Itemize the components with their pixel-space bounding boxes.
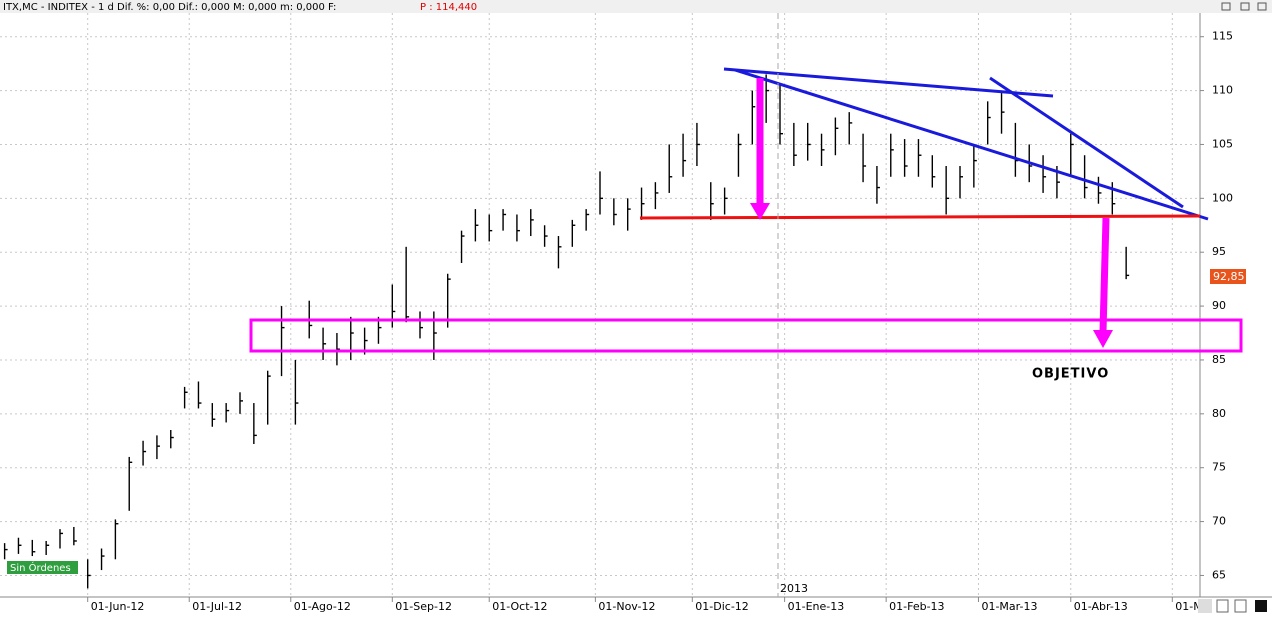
- trend-line: [723, 67, 1054, 98]
- x-tick-label: 01-Feb-13: [889, 600, 944, 613]
- target-zone: [249, 318, 1243, 353]
- annotations: OBJETIVO: [249, 67, 1243, 382]
- status-badge: [7, 561, 78, 574]
- y-tick-label: 85: [1212, 353, 1226, 366]
- x-tick-label: 01-Sep-12: [395, 600, 452, 613]
- save-button[interactable]: [1216, 599, 1229, 613]
- header-price: P : 114,440: [420, 2, 477, 13]
- x-tick-label: 01-Oct-12: [492, 600, 547, 613]
- trend-line: [734, 68, 1209, 221]
- y-tick-label: 75: [1212, 461, 1226, 474]
- x-tick-label: 01-Ene-13: [788, 600, 845, 613]
- x-tick-label: 01-Mar-13: [981, 600, 1037, 613]
- x-tick-label: 01-Abr-13: [1074, 600, 1128, 613]
- x-tick-label: 01-M: [1175, 600, 1202, 613]
- x-tick-label: 01-Nov-12: [598, 600, 655, 613]
- support-line: [639, 214, 1201, 220]
- y-tick-label: 70: [1212, 515, 1226, 528]
- y-tick-label: 90: [1212, 299, 1226, 312]
- y-tick-label: 65: [1212, 568, 1226, 581]
- header-bar: [0, 0, 1272, 13]
- y-tick-label: 100: [1212, 191, 1233, 204]
- y-tick-label: 80: [1212, 407, 1226, 420]
- scroll-button[interactable]: [1198, 599, 1212, 613]
- arrow-head: [750, 203, 770, 220]
- x-tick-label: 01-Dic-12: [695, 600, 749, 613]
- year-label: 2013: [780, 582, 808, 595]
- last-price-label: 92,85: [1213, 270, 1245, 283]
- color-button[interactable]: [1255, 600, 1267, 612]
- x-tick-label: 01-Jul-12: [192, 600, 242, 613]
- y-tick-label: 105: [1212, 137, 1233, 150]
- maximize-button[interactable]: [1240, 2, 1250, 11]
- y-tick-label: 115: [1212, 30, 1233, 43]
- zoom-button[interactable]: [1234, 599, 1247, 613]
- chart-title: ITX,MC - INDITEX - 1 d Dif. %: 0,00 Dif.…: [3, 2, 336, 13]
- arrow-head: [1093, 330, 1113, 348]
- y-tick-label: 110: [1212, 84, 1233, 97]
- plot-area: 65 70 75 80 85 90 95 100 105 110 115 01-Jun-12 01-Ju…: [0, 13, 1233, 613]
- window-buttons: [1221, 2, 1267, 11]
- last-price-box: [1210, 269, 1246, 284]
- x-tick-label: 01-Jun-12: [91, 600, 145, 613]
- minimize-button[interactable]: [1221, 2, 1231, 11]
- y-tick-label: 95: [1212, 245, 1226, 258]
- status-label: Sin Órdenes: [10, 561, 71, 574]
- trend-line: [989, 76, 1184, 209]
- x-tick-label: 01-Ago-12: [294, 600, 351, 613]
- close-button[interactable]: [1257, 2, 1267, 11]
- target-arrow: [1099, 217, 1110, 333]
- annotation-label: OBJETIVO: [1032, 367, 1109, 382]
